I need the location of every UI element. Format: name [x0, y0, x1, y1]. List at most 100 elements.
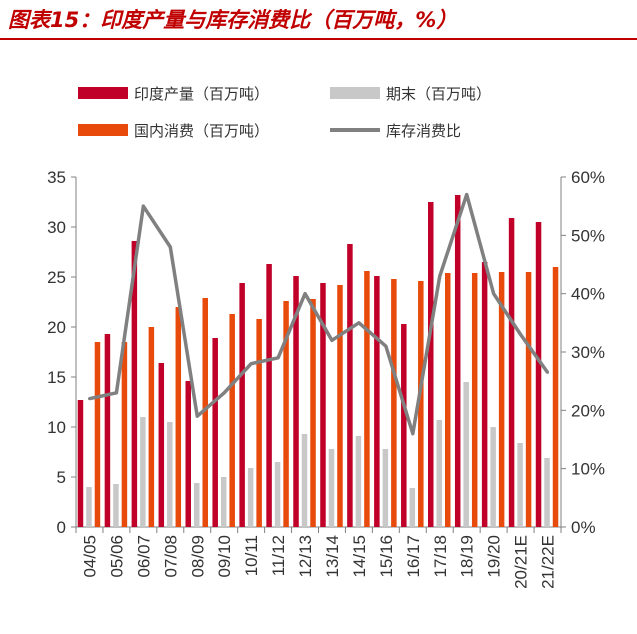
legend-label-ratio: 库存消费比	[386, 122, 461, 140]
ratio-point	[87, 397, 91, 401]
bar-ending	[463, 382, 469, 527]
bar-consumption	[525, 272, 532, 527]
ratio-point	[357, 321, 361, 325]
bar-consumption	[310, 299, 316, 527]
bar-production	[535, 222, 542, 527]
x-tick-label: 11/12	[269, 535, 288, 576]
ratio-point	[384, 344, 388, 348]
x-tick-label: 09/10	[215, 535, 234, 578]
ratio-point	[249, 362, 253, 366]
ratio-point	[114, 391, 118, 395]
ratio-point	[195, 414, 199, 418]
ratio-point	[546, 370, 550, 374]
bar-ending	[86, 487, 92, 527]
bar-consumption	[552, 267, 559, 527]
bar-production	[212, 338, 218, 527]
left-tick-label: 25	[47, 268, 66, 287]
bar-ending	[140, 417, 146, 527]
x-tick-label: 05/06	[107, 535, 126, 578]
bar-consumption	[391, 279, 397, 527]
ratio-point	[141, 204, 145, 208]
ratio-point	[330, 338, 334, 342]
bar-consumption	[256, 319, 262, 527]
bar-ending	[436, 420, 442, 527]
bar-production	[481, 262, 488, 527]
bar-production	[158, 363, 165, 527]
bar-ending	[247, 468, 254, 527]
right-tick-label: 0%	[571, 518, 596, 537]
ratio-point	[168, 245, 172, 249]
bar-production	[508, 218, 515, 527]
ratio-point	[519, 333, 523, 336]
legend-swatch-ending	[330, 87, 380, 99]
ratio-line-group	[87, 192, 550, 436]
bar-consumption	[445, 273, 451, 527]
bar-production	[347, 244, 353, 527]
legend-swatch-production	[78, 87, 128, 99]
x-tick-label: 12/13	[296, 535, 315, 578]
bar-consumption	[364, 271, 370, 527]
left-tick-label: 5	[57, 468, 66, 487]
bar-consumption	[471, 273, 478, 527]
bar-production	[266, 264, 272, 527]
legend-label-ending: 期末（百万吨）	[386, 85, 491, 103]
bar-production	[131, 241, 138, 527]
ratio-point	[492, 292, 496, 296]
chart-title: 图表15：印度产量与库存消费比（百万吨，%）	[8, 8, 458, 32]
bar-consumption	[283, 301, 289, 527]
right-tick-label: 20%	[571, 401, 605, 420]
bar-consumption	[337, 285, 343, 527]
bar-consumption	[229, 314, 235, 527]
bar-production	[320, 283, 326, 527]
bar-production	[239, 283, 245, 527]
axes	[71, 176, 566, 533]
bar-production	[374, 276, 380, 527]
tick-labels: 0 5 10 15 20 25 30 35 0% 10% 20% 30% 40% 50% 60% 04/05 0…	[47, 168, 605, 589]
bar-consumption	[202, 298, 208, 527]
x-tick-label: 04/05	[80, 535, 99, 578]
left-tick-label: 10	[47, 418, 66, 437]
bar-ending	[355, 436, 362, 527]
bar-ending	[167, 422, 173, 527]
bar-ending	[517, 443, 523, 527]
x-tick-label: 06/07	[134, 535, 153, 578]
left-tick-label: 15	[47, 368, 66, 387]
legend-label-production: 印度产量（百万吨）	[134, 85, 269, 103]
x-tick-label: 16/17	[404, 535, 423, 578]
bar-ending	[409, 488, 416, 527]
bar-ending	[194, 483, 200, 527]
ratio-point	[222, 391, 226, 395]
left-tick-label: 20	[47, 318, 66, 337]
right-tick-label: 30%	[571, 343, 605, 362]
ratio-point	[465, 193, 469, 196]
legend-swatch-consumption	[78, 124, 128, 136]
bar-production	[77, 400, 84, 527]
bar-production	[401, 324, 407, 527]
bar-ending	[301, 434, 308, 527]
ratio-point	[303, 292, 307, 296]
bars	[77, 195, 559, 527]
bar-consumption	[121, 342, 128, 527]
x-tick-label: 15/16	[377, 535, 396, 578]
bar-ending	[113, 484, 119, 527]
x-tick-label: 20/21E	[512, 535, 531, 589]
bar-ending	[328, 449, 335, 527]
x-tick-label: 07/08	[161, 535, 180, 578]
ratio-line	[89, 192, 549, 436]
bar-consumption	[418, 281, 424, 527]
bar-ending	[382, 449, 389, 527]
bar-production	[454, 195, 461, 527]
x-tick-label: 21/22E	[539, 535, 558, 589]
x-tick-label: 10/11	[242, 535, 261, 576]
ratio-point	[438, 274, 442, 278]
x-tick-label: 14/15	[350, 535, 369, 578]
bar-consumption	[498, 272, 505, 527]
x-tick-label: 19/20	[485, 535, 504, 578]
bar-production	[185, 381, 191, 527]
bar-ending	[274, 462, 281, 527]
legend: 印度产量（百万吨） 期末（百万吨） 国内消费（百万吨） 库存消费比	[78, 85, 491, 140]
left-tick-label: 35	[47, 168, 66, 187]
bar-consumption	[175, 307, 182, 527]
left-tick-label: 0	[57, 518, 66, 537]
